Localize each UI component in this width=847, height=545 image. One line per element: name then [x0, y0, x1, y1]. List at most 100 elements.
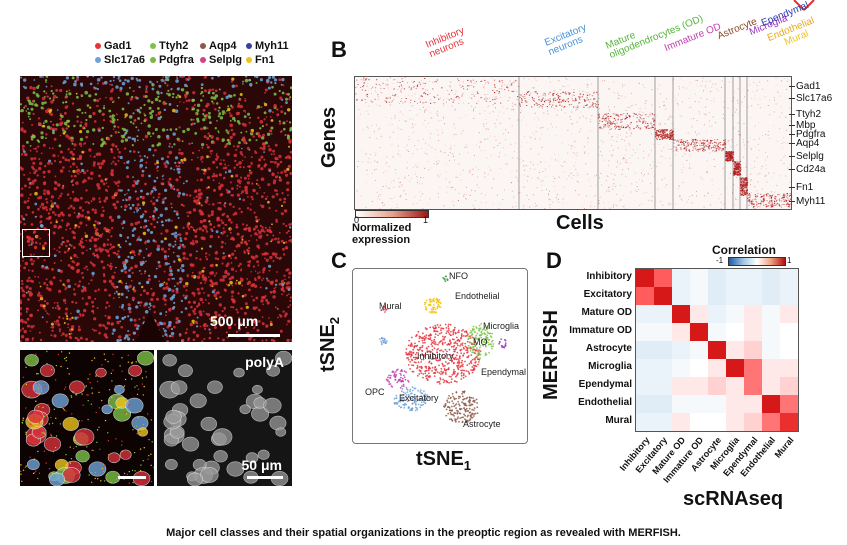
- tsne-label-opc: OPC: [365, 387, 385, 397]
- tsne-label-endothelial: Endothelial: [455, 291, 500, 301]
- inset-cells: [20, 350, 154, 486]
- corr-row-label: Inhibitory: [586, 271, 632, 282]
- corr-cell: [780, 395, 798, 413]
- gene-label-pdgfra: Pdgfra: [796, 129, 826, 140]
- cell-type-label: Inhibitory neurons: [424, 25, 466, 60]
- corr-cell: [690, 305, 708, 323]
- corr-row-label: Microglia: [588, 361, 632, 372]
- corr-cell: [672, 359, 690, 377]
- figure-caption: Major cell classes and their spatial org…: [166, 527, 681, 539]
- legend-item-aqp4: Aqp4: [200, 40, 237, 52]
- gene-tick: [789, 114, 795, 115]
- gene-label-fn1: Fn1: [796, 182, 814, 193]
- corr-cell: [654, 359, 672, 377]
- legend-item-selplg: Selplg: [200, 54, 242, 66]
- colorbar-max: 1: [423, 215, 429, 225]
- corr-row-label: Astrocyte: [585, 343, 632, 354]
- tissue-scatter: [20, 76, 292, 342]
- corr-cell: [636, 269, 654, 287]
- corr-col-label: Mural: [772, 435, 796, 460]
- tsne-ylabel: tSNE2: [317, 316, 342, 372]
- legend-dot: [95, 43, 101, 49]
- scale-bar-inset-label: 50 μm: [241, 457, 282, 473]
- corr-cell: [744, 323, 762, 341]
- corr-cell: [708, 377, 726, 395]
- corr-cell: [708, 287, 726, 305]
- inset-color-image: [20, 350, 154, 486]
- legend-label: Myh11: [255, 40, 289, 52]
- corr-cell: [744, 287, 762, 305]
- corr-cell: [636, 413, 654, 431]
- corr-cell: [744, 359, 762, 377]
- polya-cells: [159, 350, 292, 486]
- corr-cell: [672, 269, 690, 287]
- corr-cell: [744, 341, 762, 359]
- gene-tick: [789, 125, 795, 126]
- corr-cell: [654, 395, 672, 413]
- corr-cell: [744, 377, 762, 395]
- corr-cell: [654, 269, 672, 287]
- gene-tick: [789, 201, 795, 202]
- gene-label-aqp4: Aqp4: [796, 138, 820, 149]
- corr-cell: [726, 341, 744, 359]
- correlation-title: Correlation: [712, 243, 777, 257]
- corr-cell: [636, 359, 654, 377]
- corr-cell: [780, 287, 798, 305]
- legend-label: Slc17a6: [104, 54, 145, 66]
- gene-label-ttyh2: Ttyh2: [796, 109, 822, 120]
- legend-label: Ttyh2: [159, 40, 189, 52]
- scale-bar-inset: [247, 476, 283, 479]
- corr-cell: [636, 305, 654, 323]
- heatmap-xlabel: Cells: [556, 212, 604, 234]
- legend-item-pdgfra: Pdgfra: [150, 54, 194, 66]
- corr-cell: [780, 377, 798, 395]
- legend-label: Gad1: [104, 40, 132, 52]
- corr-cell: [636, 395, 654, 413]
- colorbar-label: Normalized expression: [352, 222, 412, 246]
- inset-polya-image: polyA 50 μm: [157, 350, 292, 486]
- gene-label-cd24a: Cd24a: [796, 164, 826, 175]
- tsne-label-microglia: Microglia: [483, 321, 519, 331]
- corr-row-label: Immature OD: [569, 325, 632, 336]
- corr-cell: [780, 269, 798, 287]
- gene-labels: Gad1 Slc17a6 Ttyh2 Mbp Pdgfra Aqp4 Selplg Cd24a…: [789, 76, 846, 210]
- legend-dot: [95, 57, 101, 63]
- corr-cell: [780, 413, 798, 431]
- corr-cell: [708, 359, 726, 377]
- corr-col-labels: Inhibitory Excitatory Mature OD Immature OD…: [618, 433, 797, 485]
- corr-cell: [708, 413, 726, 431]
- corr-cell: [672, 395, 690, 413]
- corr-cell: [672, 323, 690, 341]
- corr-cell: [726, 287, 744, 305]
- corr-cell: [654, 305, 672, 323]
- star-mark-icon: [793, 0, 815, 11]
- corr-row-label: Mural: [605, 415, 632, 426]
- corr-cell: [636, 323, 654, 341]
- panel-letter-b: B: [331, 37, 347, 62]
- tsne-plot: NFO Endothelial Mural Microglia MO Inhibitory…: [352, 268, 528, 444]
- corr-cell: [672, 377, 690, 395]
- inset-box: [22, 229, 50, 257]
- corr-cell: [654, 341, 672, 359]
- tsne-label-nfo: NFO: [449, 271, 468, 281]
- tsne-label-inhibitory: Inhibitory: [417, 351, 454, 361]
- legend-item-gad1: Gad1: [95, 40, 132, 52]
- corr-cell: [672, 413, 690, 431]
- corr-cell: [654, 287, 672, 305]
- gene-label-myh11: Myh11: [796, 196, 826, 207]
- gene-heatmap: [354, 76, 792, 210]
- corr-cell: [744, 395, 762, 413]
- corr-cell: [654, 413, 672, 431]
- legend-label: Aqp4: [209, 40, 237, 52]
- tsne-xlabel: tSNE1: [416, 448, 472, 473]
- gene-tick: [789, 143, 795, 144]
- corr-cell: [636, 377, 654, 395]
- corr-cell: [726, 269, 744, 287]
- gene-tick: [789, 169, 795, 170]
- legend-dot: [246, 57, 252, 63]
- corr-cell: [726, 359, 744, 377]
- legend-dot: [200, 43, 206, 49]
- gene-tick: [789, 187, 795, 188]
- legend-label: Fn1: [255, 54, 275, 66]
- corr-cell: [690, 269, 708, 287]
